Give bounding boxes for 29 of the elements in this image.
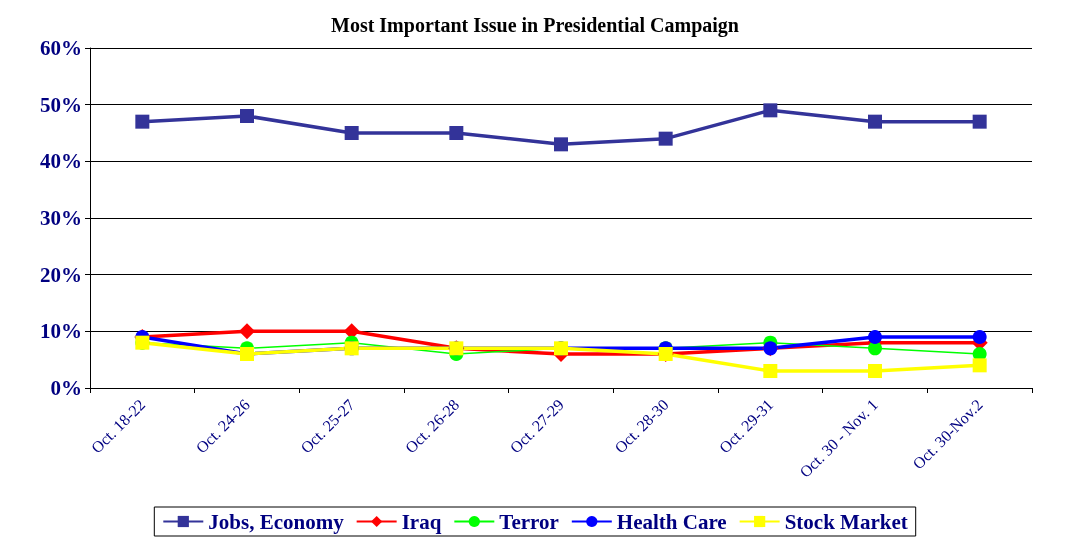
point: [868, 114, 882, 129]
point: [972, 114, 987, 129]
legend-label: Health Care: [616, 509, 727, 534]
point: [344, 126, 359, 140]
chart-title: Most Important Issue in Presidential Campaign: [331, 14, 739, 37]
legend-label: Terror: [499, 509, 559, 534]
y-tick-label: 50%: [40, 92, 82, 117]
y-tick-label: 40%: [40, 149, 82, 174]
point: [239, 323, 255, 340]
point: [868, 330, 882, 344]
x-tick-label: Oct. 30 - Nov. 1: [796, 395, 882, 481]
point: [240, 109, 254, 123]
point: [135, 114, 150, 129]
y-tick-label: 0%: [50, 376, 82, 400]
point: [449, 126, 464, 140]
point: [554, 137, 568, 152]
y-tick-label: 30%: [40, 206, 82, 230]
y-tick-label: 10%: [40, 319, 82, 344]
point: [972, 330, 987, 344]
point: [868, 364, 882, 378]
point: [972, 358, 987, 373]
point: [658, 131, 673, 146]
point: [763, 364, 778, 378]
legend-label: Iraq: [401, 509, 442, 534]
point: [763, 103, 778, 118]
y-tick-label: 20%: [40, 262, 82, 287]
y-tick-label: 60%: [40, 36, 82, 60]
legend-label: Jobs, Economy: [208, 509, 345, 534]
legend-label: Stock Market: [784, 509, 908, 534]
